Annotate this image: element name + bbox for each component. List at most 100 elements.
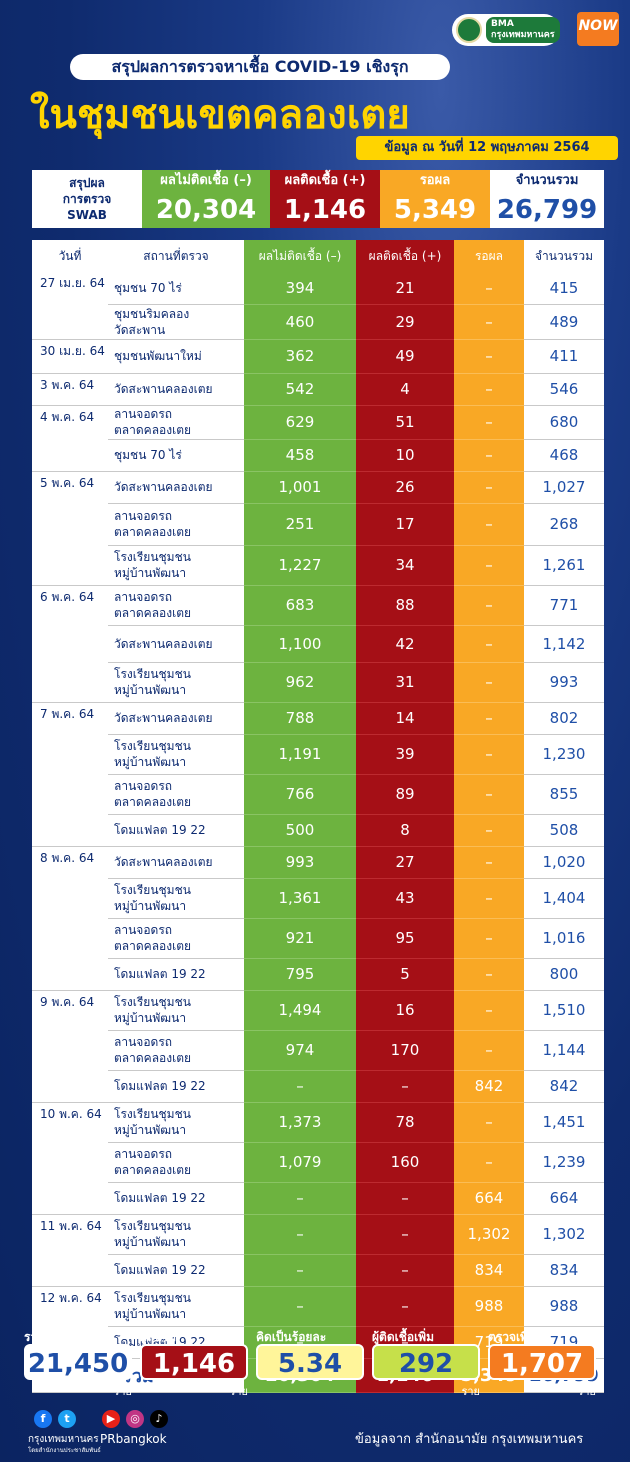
table-row: 6 พ.ค. 64 ลานจอดรถ ตลาดคลองเตย 683 88–771 (32, 585, 604, 703)
table-row: 11 พ.ค. 64 โรงเรียนชุมชน หมู่บ้านพัฒนา – –1… (32, 1214, 604, 1287)
stat-label: รวมที่ทราบผล (24, 1330, 97, 1344)
now-logo: NOW (577, 12, 619, 46)
row-negative: 362 (244, 339, 356, 374)
summary-total: จำนวนรวม 26,799 (490, 170, 604, 228)
row-total: 1,230 (524, 734, 604, 775)
row-pending: 1,302 (454, 1214, 524, 1255)
row-pending: – (454, 662, 524, 703)
row-negative: 458 (244, 439, 356, 472)
row-total: 855 (524, 774, 604, 815)
row-pending: – (454, 585, 524, 626)
tiktok-icon: ♪ (150, 1410, 168, 1428)
row-total: 1,016 (524, 918, 604, 959)
table-row: 4 พ.ค. 64 ลานจอดรถ ตลาดคลองเตย 629 51–680 (32, 405, 604, 472)
row-negative: 683 (244, 585, 356, 626)
row-total: 988 (524, 1286, 604, 1327)
row-total: 1,302 (524, 1214, 604, 1255)
row-positive: 39 (356, 734, 454, 775)
table-row: 9 พ.ค. 64 โรงเรียนชุมชน หมู่บ้านพัฒนา 1,49… (32, 990, 604, 1103)
row-total: 680 (524, 405, 604, 440)
stat-card: คิดเป็นร้อยละ 5.34 (256, 1328, 364, 1382)
table-row: 5 พ.ค. 64 วัดสะพานคลองเตย 1,001 26–1,027 (32, 471, 604, 586)
row-pending: – (454, 503, 524, 546)
row-location: ลานจอดรถ ตลาดคลองเตย (108, 1030, 244, 1071)
table-row: ชุมชน 70 ไร่ 458 10–468 (32, 439, 604, 472)
stat-unit: ราย (461, 1385, 480, 1398)
row-pending: – (454, 373, 524, 406)
row-negative: 394 (244, 272, 356, 305)
row-positive: 5 (356, 958, 454, 991)
row-negative: 460 (244, 304, 356, 340)
row-location: โรงเรียนชุมชน หมู่บ้านพัฒนา (108, 1286, 244, 1327)
row-pending: – (454, 471, 524, 504)
row-date: 11 พ.ค. 64 (32, 1214, 108, 1287)
row-negative: 993 (244, 846, 356, 879)
row-date: 7 พ.ค. 64 (32, 702, 108, 847)
page-title: ในชุมชนเขตคลองเตย (30, 92, 410, 138)
row-pending: – (454, 272, 524, 305)
instagram-icon: ◎ (126, 1410, 144, 1428)
table-row: 7 พ.ค. 64 วัดสะพานคลองเตย 788 14–802 (32, 702, 604, 847)
row-positive: – (356, 1214, 454, 1255)
row-pending: – (454, 625, 524, 663)
row-location: ชุมชน 70 ไร่ (108, 272, 244, 305)
row-pending: – (454, 702, 524, 735)
row-positive: 4 (356, 373, 454, 406)
row-positive: 43 (356, 878, 454, 919)
row-total: 415 (524, 272, 604, 305)
stat-label: ผู้ติดเชื้อเพิ่ม (372, 1330, 434, 1344)
column-header: รอผล (454, 240, 524, 272)
row-date: 5 พ.ค. 64 (32, 471, 108, 586)
subtitle: สรุปผลการตรวจหาเชื้อ COVID-19 เชิงรุก (70, 54, 450, 80)
row-date: 3 พ.ค. 64 (32, 373, 108, 406)
row-pending: 664 (454, 1182, 524, 1215)
row-location: ชุมชนพัฒนาใหม่ (108, 339, 244, 374)
row-total: 1,142 (524, 625, 604, 663)
column-header: สถานที่ตรวจ (108, 240, 244, 272)
row-negative: – (244, 1182, 356, 1215)
row-negative: 1,100 (244, 625, 356, 663)
row-positive: 14 (356, 702, 454, 735)
facebook-icon: f (34, 1410, 52, 1428)
row-negative: 974 (244, 1030, 356, 1071)
row-positive: – (356, 1254, 454, 1287)
bma-logo: BMA กรุงเทพมหานคร (452, 14, 560, 46)
row-pending: – (454, 878, 524, 919)
row-date: 30 เม.ย. 64 (32, 339, 108, 374)
table-row: 10 พ.ค. 64 โรงเรียนชุมชน หมู่บ้านพัฒนา 1,3… (32, 1102, 604, 1215)
row-location: โรงเรียนชุมชน หมู่บ้านพัฒนา (108, 990, 244, 1031)
column-header: วันที่ (32, 240, 108, 272)
row-location: โดมแฟลต 19 22 (108, 1070, 244, 1103)
row-location: ลานจอดรถ ตลาดคลองเตย (108, 774, 244, 815)
summary-negative: ผลไม่ติดเชื้อ (–) 20,304 (142, 170, 270, 228)
row-positive: 31 (356, 662, 454, 703)
summary-label: สรุปผล การตรวจ SWAB (32, 170, 142, 228)
row-total: 1,144 (524, 1030, 604, 1071)
row-negative: 788 (244, 702, 356, 735)
row-positive: 170 (356, 1030, 454, 1071)
row-pending: – (454, 918, 524, 959)
row-total: 771 (524, 585, 604, 626)
table-row: 30 เม.ย. 64 ชุมชนพัฒนาใหม่ 362 49–411 (32, 339, 604, 374)
data-date: ข้อมูล ณ วันที่ 12 พฤษภาคม 2564 (356, 136, 618, 160)
row-total: 1,451 (524, 1102, 604, 1143)
row-location: โรงเรียนชุมชน หมู่บ้านพัฒนา (108, 878, 244, 919)
row-positive: 8 (356, 814, 454, 847)
row-location: โรงเรียนชุมชน หมู่บ้านพัฒนา (108, 1102, 244, 1143)
stat-value: 1,146 (140, 1344, 248, 1380)
column-header: จำนวนรวม (524, 240, 604, 272)
row-pending: – (454, 545, 524, 586)
row-total: 411 (524, 339, 604, 374)
row-total: 508 (524, 814, 604, 847)
table-row: ชุมชนริมคลอง วัดสะพาน 460 29–489 (32, 304, 604, 340)
table-row: ลานจอดรถ ตลาดคลองเตย 251 17–268 (32, 503, 604, 546)
table-row: โรงเรียนชุมชน หมู่บ้านพัฒนา 1,227 34–1,261 (32, 545, 604, 586)
row-location: โรงเรียนชุมชน หมู่บ้านพัฒนา (108, 545, 244, 586)
row-location: โรงเรียนชุมชน หมู่บ้านพัฒนา (108, 1214, 244, 1255)
youtube-icon: ▶ (102, 1410, 120, 1428)
row-positive: 42 (356, 625, 454, 663)
row-negative: 1,191 (244, 734, 356, 775)
table-row: 12 พ.ค. 64 โรงเรียนชุมชน หมู่บ้านพัฒนา – –9… (32, 1286, 604, 1359)
table-row: โรงเรียนชุมชน หมู่บ้านพัฒนา 962 31–993 (32, 662, 604, 703)
row-negative: 1,361 (244, 878, 356, 919)
